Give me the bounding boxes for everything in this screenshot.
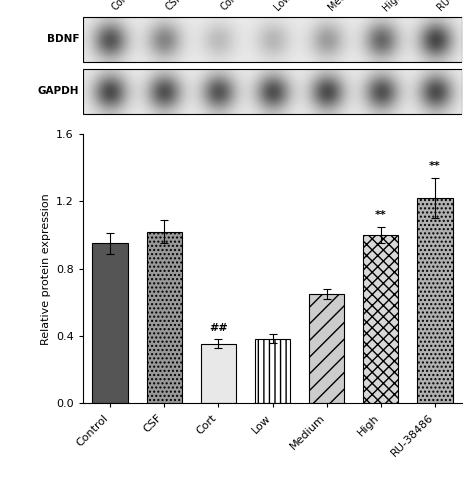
Text: **: ** bbox=[429, 161, 441, 171]
Bar bbox=[83, 69, 462, 114]
Text: ##: ## bbox=[209, 323, 228, 333]
Text: RU-38486: RU-38486 bbox=[435, 0, 474, 13]
Text: GAPDH: GAPDH bbox=[37, 87, 79, 97]
Text: Low: Low bbox=[273, 0, 293, 13]
Bar bbox=[363, 235, 399, 403]
Bar bbox=[92, 244, 128, 403]
Text: Control: Control bbox=[110, 0, 142, 13]
Text: High: High bbox=[381, 0, 404, 13]
Text: CSF: CSF bbox=[164, 0, 184, 13]
Text: Medium: Medium bbox=[327, 0, 362, 13]
Bar bbox=[146, 232, 182, 403]
Bar bbox=[309, 294, 344, 403]
Text: BDNF: BDNF bbox=[46, 34, 79, 44]
Text: **: ** bbox=[375, 210, 387, 220]
Y-axis label: Relative protein expression: Relative protein expression bbox=[41, 193, 51, 345]
Bar bbox=[255, 339, 290, 403]
Text: Cort: Cort bbox=[219, 0, 240, 13]
Bar bbox=[418, 198, 453, 403]
Bar bbox=[83, 17, 462, 62]
Bar bbox=[201, 344, 236, 403]
